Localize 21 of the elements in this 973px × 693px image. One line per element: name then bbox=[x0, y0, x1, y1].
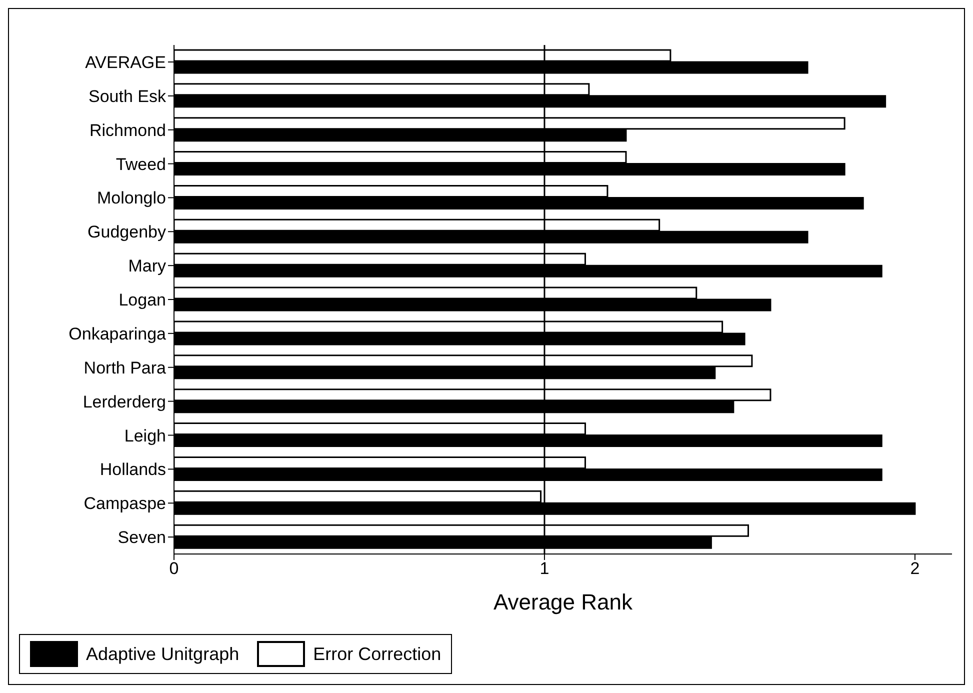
x-tick-label: 0 bbox=[169, 559, 179, 578]
x-tick-label: 2 bbox=[910, 559, 920, 578]
y-tick-label: Seven bbox=[118, 528, 166, 548]
y-tick-label: AVERAGE bbox=[85, 53, 166, 72]
y-tick-label: Campaspe bbox=[84, 494, 166, 514]
y-tick-label: Gudgenby bbox=[88, 222, 166, 242]
y-tick-label: Molonglo bbox=[97, 188, 166, 208]
y-tick-label: Lerderderg bbox=[82, 392, 166, 412]
y-tick-label: Mary bbox=[128, 256, 166, 276]
legend-label: Adaptive Unitgraph bbox=[85, 642, 240, 666]
legend-label: Error Correction bbox=[312, 642, 442, 666]
x-tick-label: 1 bbox=[540, 559, 550, 578]
y-tick-label: Richmond bbox=[89, 120, 166, 140]
y-tick-label: North Para bbox=[84, 358, 167, 378]
y-tick-label: South Esk bbox=[88, 86, 166, 106]
x-axis-title: Average Rank bbox=[493, 590, 634, 615]
y-tick-label: Tweed bbox=[116, 154, 166, 174]
y-tick-label: Onkaparinga bbox=[68, 324, 167, 344]
y-tick-label: Logan bbox=[118, 290, 166, 310]
y-tick-label: Hollands bbox=[100, 460, 166, 480]
y-tick-label: Leigh bbox=[124, 426, 166, 446]
